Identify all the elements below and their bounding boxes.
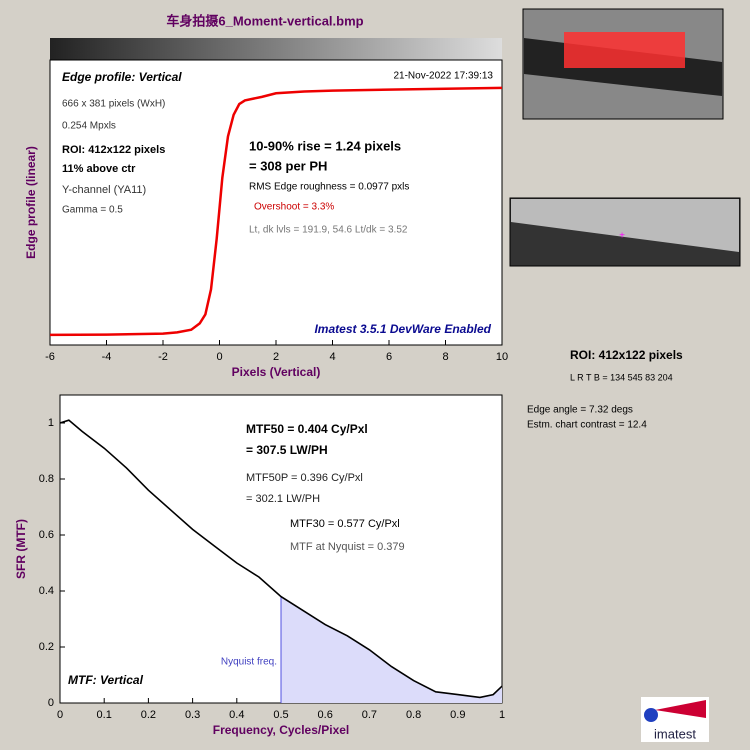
x-tick-label: 0.9 [450,709,465,721]
annotation: Y-channel (YA11) [62,184,146,196]
x-tick-label: 0.7 [362,709,377,721]
roi-title: ROI: 412x122 pixels [570,348,683,362]
annotation: ROI: 412x122 pixels [62,144,165,156]
x-tick-label: 4 [329,351,335,363]
plot-area [49,59,503,346]
x-tick-label: 10 [496,351,508,363]
annotation: 11% above ctr [62,163,136,175]
timestamp: 21-Nov-2022 17:39:13 [393,71,493,82]
window-title: 车身拍摄6_Moment-vertical.bmp [166,13,363,28]
x-axis-label: Pixels (Vertical) [232,365,321,379]
annotation: 10-90% rise = 1.24 pixels [249,138,401,153]
annotation: MTF30 = 0.577 Cy/Pxl [290,518,400,530]
y-tick-label: 0.8 [39,473,54,485]
x-tick-label: 0.8 [406,709,421,721]
watermark: Imatest 3.5.1 DevWare Enabled [314,322,491,336]
annotation: = 307.5 LW/PH [246,443,328,457]
data-line [49,86,503,337]
x-tick-label: 1 [499,709,505,721]
x-tick-label: 6 [386,351,392,363]
x-tick-label: 0.6 [318,709,333,721]
nyquist-label: Nyquist freq. [221,657,277,668]
y-tick-label: 0.6 [39,529,54,541]
roi-image [522,8,724,120]
x-tick-label: 0.2 [141,709,156,721]
annotation: MTF50P = 0.396 Cy/Pxl [246,472,363,484]
x-axis-label: Frequency, Cycles/Pixel [213,723,350,737]
svg-text:+: + [619,231,625,242]
annotation: RMS Edge roughness = 0.0977 pxls [249,182,409,193]
annotation: 0.254 Mpxls [62,121,116,132]
x-tick-label: -4 [102,351,112,363]
chart-contrast: Estm. chart contrast = 12.4 [527,420,647,431]
nyquist-area [281,596,502,703]
data-line [59,419,503,699]
x-tick-label: 0.3 [185,709,200,721]
logo: imatest [641,697,709,742]
chart-title: Edge profile: Vertical [62,70,182,84]
y-tick-label: 0.4 [39,585,54,597]
x-tick-label: 8 [442,351,448,363]
x-tick-label: -2 [158,351,168,363]
annotation: Gamma = 0.5 [62,205,123,216]
annotation: MTF at Nyquist = 0.379 [290,541,405,553]
edge-image: + [509,197,741,267]
annotation: 666 x 381 pixels (WxH) [62,99,165,110]
annotation: Lt, dk lvls = 191.9, 54.6 Lt/dk = 3.52 [249,225,408,236]
legend: MTF: Vertical [68,673,144,687]
x-tick-label: 2 [273,351,279,363]
x-tick-label: -6 [45,351,55,363]
x-tick-label: 0.1 [97,709,112,721]
x-tick-label: 0.5 [273,709,288,721]
y-axis-label: SFR (MTF) [14,519,28,579]
x-tick-label: 0 [216,351,222,363]
annotation: = 302.1 LW/PH [246,493,320,505]
y-tick-label: 0.2 [39,641,54,653]
annotation: = 308 per PH [249,158,327,173]
annotation: MTF50 = 0.404 Cy/Pxl [246,422,368,436]
y-tick-label: 0 [48,697,54,709]
roi-coords: L R T B = 134 545 83 204 [570,372,673,382]
y-axis-label: Edge profile (linear) [24,146,38,259]
y-tick-label: 1 [48,417,54,429]
logo-text: imatest [654,726,696,741]
annotation: Overshoot = 3.3% [254,202,334,213]
x-tick-label: 0.4 [229,709,244,721]
gradient-bar [50,38,502,60]
edge-angle: Edge angle = 7.32 degs [527,405,633,416]
x-tick-label: 0 [57,709,63,721]
